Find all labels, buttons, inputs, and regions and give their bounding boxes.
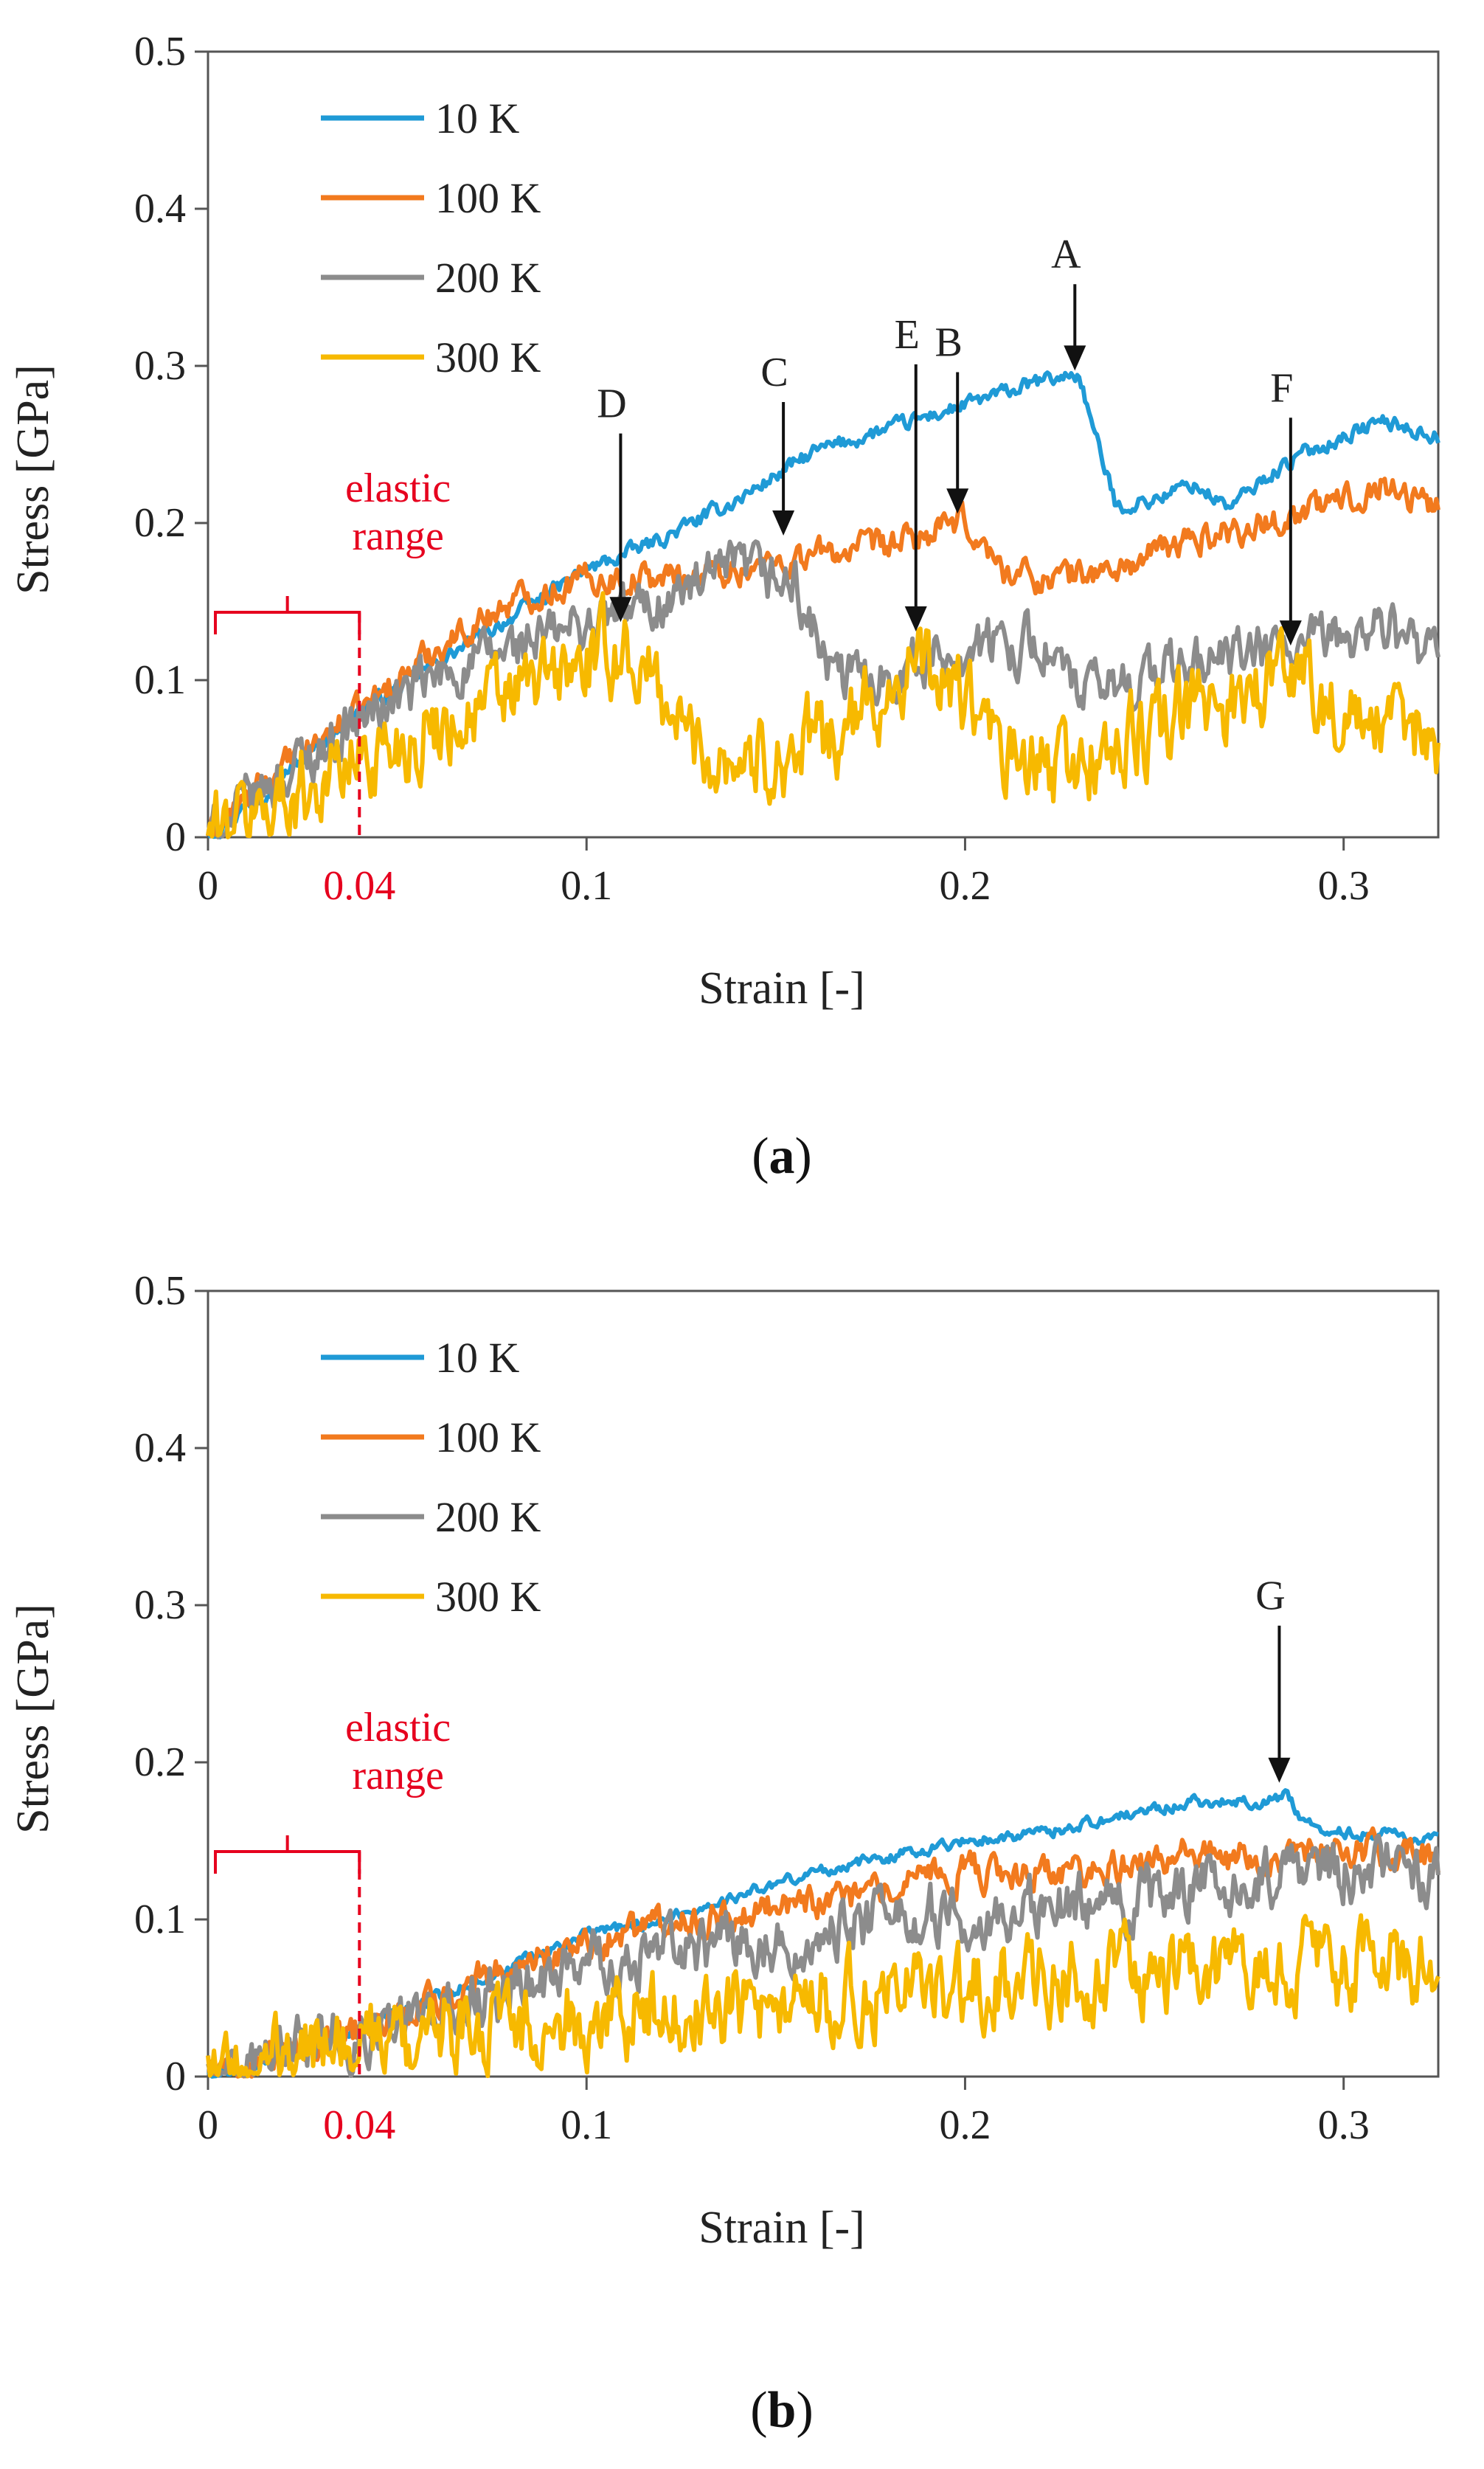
- y-tick-label: 0.3: [134, 343, 186, 389]
- annotation-label: E: [895, 312, 920, 358]
- x-axis-title-b: Strain [-]: [698, 2203, 865, 2253]
- annotation-label: D: [597, 381, 626, 427]
- caption-letter-a: a: [769, 1128, 795, 1185]
- elastic-bracket: [214, 1850, 361, 1874]
- y-tick-label: 0.1: [134, 1897, 186, 1942]
- annotation-arrow-head: [1279, 620, 1302, 646]
- series-line-300k: [206, 1913, 1440, 2079]
- annotation-d: D: [597, 381, 632, 623]
- elastic-strain-label: 0.04: [323, 863, 395, 909]
- x-tick-label: 0.1: [561, 2102, 612, 2148]
- plot-frame: [207, 1289, 1440, 2078]
- annotation-c: C: [760, 350, 795, 536]
- y-tick-label: 0.5: [134, 29, 186, 75]
- annotation-arrow-head: [946, 488, 969, 514]
- annotation-label: C: [760, 350, 788, 395]
- y-axis-title-a: Stress [GPa]: [8, 364, 58, 595]
- annotation-arrow-head: [609, 597, 632, 623]
- elastic-bracket: [214, 611, 361, 634]
- annotation-label: B: [935, 320, 963, 366]
- caption-b: (b): [750, 2382, 814, 2439]
- legend-label: 10 K: [435, 94, 520, 142]
- annotation-label: G: [1255, 1573, 1285, 1619]
- y-tick-label: 0.1: [134, 657, 186, 703]
- annotation-arrow-head: [772, 510, 795, 536]
- y-tick-label: 0.5: [134, 1268, 186, 1314]
- series-line-100k: [207, 1826, 1440, 2079]
- y-tick-label: 0: [165, 814, 186, 860]
- annotation-label: A: [1051, 232, 1081, 277]
- plot-frame: [207, 50, 1440, 839]
- legend-label: 200 K: [435, 254, 541, 302]
- x-tick-label: 0.3: [1318, 2102, 1370, 2148]
- caption-a: (a): [752, 1128, 812, 1185]
- annotation-label: F: [1270, 365, 1293, 411]
- x-axis-title-a: Strain [-]: [698, 963, 865, 1014]
- plot-area-a: 0 0.1 0.2 0.3 0.4 0.5 0 0.1 0.2 0.3 10 K 100 K 200 K…: [134, 29, 1440, 909]
- annotation-arrow-head: [1064, 345, 1086, 371]
- elastic-label-line2: range: [352, 1753, 443, 1798]
- y-tick-label: 0: [165, 2054, 186, 2099]
- annotation-g: G: [1255, 1573, 1291, 1783]
- legend-label: 300 K: [435, 333, 541, 381]
- y-tick-label: 0.2: [134, 500, 186, 546]
- legend-label: 100 K: [435, 1413, 541, 1461]
- caption-letter-b: b: [768, 2382, 797, 2439]
- series-line-200k: [206, 1833, 1440, 2079]
- chart-panel-a: 0 0.1 0.2 0.3 0.4 0.5 0 0.1 0.2 0.3 10 K 100 K 200 K…: [8, 29, 1440, 1185]
- x-tick-label: 0.1: [561, 863, 612, 909]
- elastic-label-line2: range: [352, 513, 443, 559]
- x-tick-label: 0.2: [939, 2102, 991, 2148]
- annotation-e: E: [895, 312, 927, 631]
- chart-panel-b: 0 0.1 0.2 0.3 0.4 0.5 0 0.1 0.2 0.3 10 K 100 K 200 K…: [8, 1268, 1440, 2439]
- legend-label: 100 K: [435, 174, 541, 222]
- elastic-label-line1: elastic: [345, 1705, 451, 1751]
- y-tick-label: 0.3: [134, 1582, 186, 1628]
- elastic-label-line1: elastic: [345, 465, 451, 511]
- x-tick-label: 0.3: [1318, 863, 1370, 909]
- legend-label: 200 K: [435, 1493, 541, 1541]
- series-line-300k: [206, 591, 1440, 839]
- annotation-arrow-head: [1268, 1757, 1291, 1783]
- y-tick-label: 0.4: [134, 186, 186, 232]
- elastic-strain-label: 0.04: [323, 2102, 395, 2148]
- annotation-a: A: [1051, 232, 1086, 371]
- annotation-b: B: [935, 320, 969, 514]
- legend-label: 300 K: [435, 1573, 541, 1621]
- y-tick-label: 0.2: [134, 1739, 186, 1785]
- x-tick-label: 0.2: [939, 863, 991, 909]
- legend-label: 10 K: [435, 1334, 520, 1382]
- plot-area-b: 0 0.1 0.2 0.3 0.4 0.5 0 0.1 0.2 0.3 10 K 100 K 200 K…: [134, 1268, 1440, 2148]
- annotation-f: F: [1270, 365, 1302, 646]
- series-line-200k: [206, 539, 1440, 839]
- annotation-arrow-head: [904, 606, 927, 631]
- x-tick-label: 0: [198, 863, 218, 909]
- x-tick-label: 0: [198, 2102, 218, 2148]
- y-axis-title-b: Stress [GPa]: [8, 1604, 58, 1834]
- y-tick-label: 0.4: [134, 1425, 186, 1471]
